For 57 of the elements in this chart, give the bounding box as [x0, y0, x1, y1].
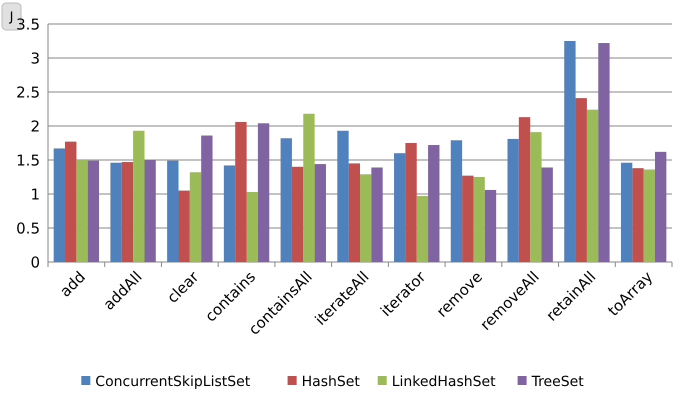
bar	[462, 176, 474, 262]
bar	[484, 190, 496, 262]
bar	[632, 168, 644, 262]
bar	[348, 163, 360, 262]
bar	[450, 140, 462, 262]
y-tick-label: 0	[30, 253, 40, 272]
bar	[201, 136, 213, 262]
y-tick-label: 1.5	[16, 151, 40, 170]
bar	[280, 138, 292, 262]
bar	[542, 167, 553, 262]
bar	[110, 162, 122, 262]
bar	[518, 117, 530, 262]
bar	[235, 122, 247, 262]
bar	[586, 110, 598, 262]
bar	[167, 160, 178, 262]
bar	[314, 164, 326, 262]
legend-label: LinkedHashSet	[392, 374, 496, 390]
bar	[473, 177, 485, 262]
bar	[576, 98, 587, 262]
bar	[303, 114, 315, 262]
bar	[371, 167, 383, 262]
y-tick-label: 1	[30, 185, 40, 204]
bar	[654, 152, 666, 262]
legend-label: TreeSet	[530, 374, 584, 390]
bar	[530, 132, 542, 262]
y-tick-label: 3.5	[16, 15, 40, 34]
bar	[405, 143, 417, 262]
bar	[144, 160, 156, 262]
legend-label: ConcurrentSkipListSet	[95, 374, 251, 390]
bar	[190, 172, 202, 262]
bar	[620, 162, 632, 262]
bar	[54, 148, 66, 262]
bar	[292, 166, 304, 262]
bar	[258, 123, 270, 262]
y-tick-label: 2.5	[16, 83, 40, 102]
bar	[76, 160, 88, 262]
y-axis-title: J	[8, 10, 14, 25]
y-tick-label: 2	[30, 117, 40, 136]
y-tick-label: 3	[30, 49, 40, 68]
bar	[122, 162, 134, 262]
bar	[564, 41, 576, 262]
bar	[133, 130, 144, 262]
bar	[598, 43, 610, 262]
bar	[246, 192, 258, 262]
legend-label: HashSet	[302, 374, 360, 390]
bar	[416, 196, 428, 262]
bar	[337, 130, 349, 262]
bar	[65, 142, 76, 262]
bar	[507, 138, 519, 262]
y-tick-label: 0.5	[16, 219, 40, 238]
bar	[88, 160, 100, 262]
bar	[360, 174, 372, 262]
bar	[644, 170, 655, 262]
bar	[394, 153, 406, 262]
bar	[224, 165, 236, 262]
bar	[178, 190, 190, 262]
bar	[428, 145, 440, 262]
